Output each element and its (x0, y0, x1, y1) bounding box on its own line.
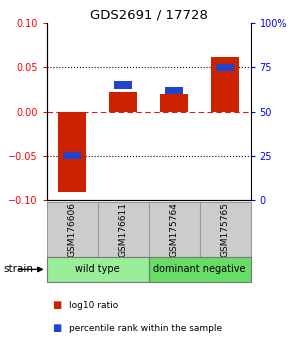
Bar (211, 57, 239, 112)
Bar (165, 87, 183, 94)
Text: GSM176606: GSM176606 (68, 202, 76, 257)
Text: strain: strain (3, 264, 33, 274)
Bar (98, 202, 148, 257)
Bar (46, 202, 98, 257)
Bar (160, 94, 188, 112)
Text: log10 ratio: log10 ratio (69, 301, 118, 310)
Text: wild type: wild type (75, 264, 120, 274)
Title: GDS2691 / 17728: GDS2691 / 17728 (90, 9, 207, 22)
Bar (148, 202, 200, 257)
Bar (109, 92, 137, 112)
Bar (114, 81, 132, 88)
Text: GSM175764: GSM175764 (169, 202, 178, 257)
Text: percentile rank within the sample: percentile rank within the sample (69, 324, 222, 333)
Bar (216, 64, 234, 71)
Text: ■: ■ (52, 300, 62, 310)
Text: GSM175765: GSM175765 (220, 202, 230, 257)
Bar (200, 202, 250, 257)
Text: GSM176611: GSM176611 (118, 202, 127, 257)
Bar (63, 152, 81, 159)
Bar (46, 257, 148, 282)
Text: ■: ■ (52, 323, 62, 333)
Bar (58, 112, 86, 192)
Text: dominant negative: dominant negative (153, 264, 246, 274)
Bar (148, 257, 250, 282)
